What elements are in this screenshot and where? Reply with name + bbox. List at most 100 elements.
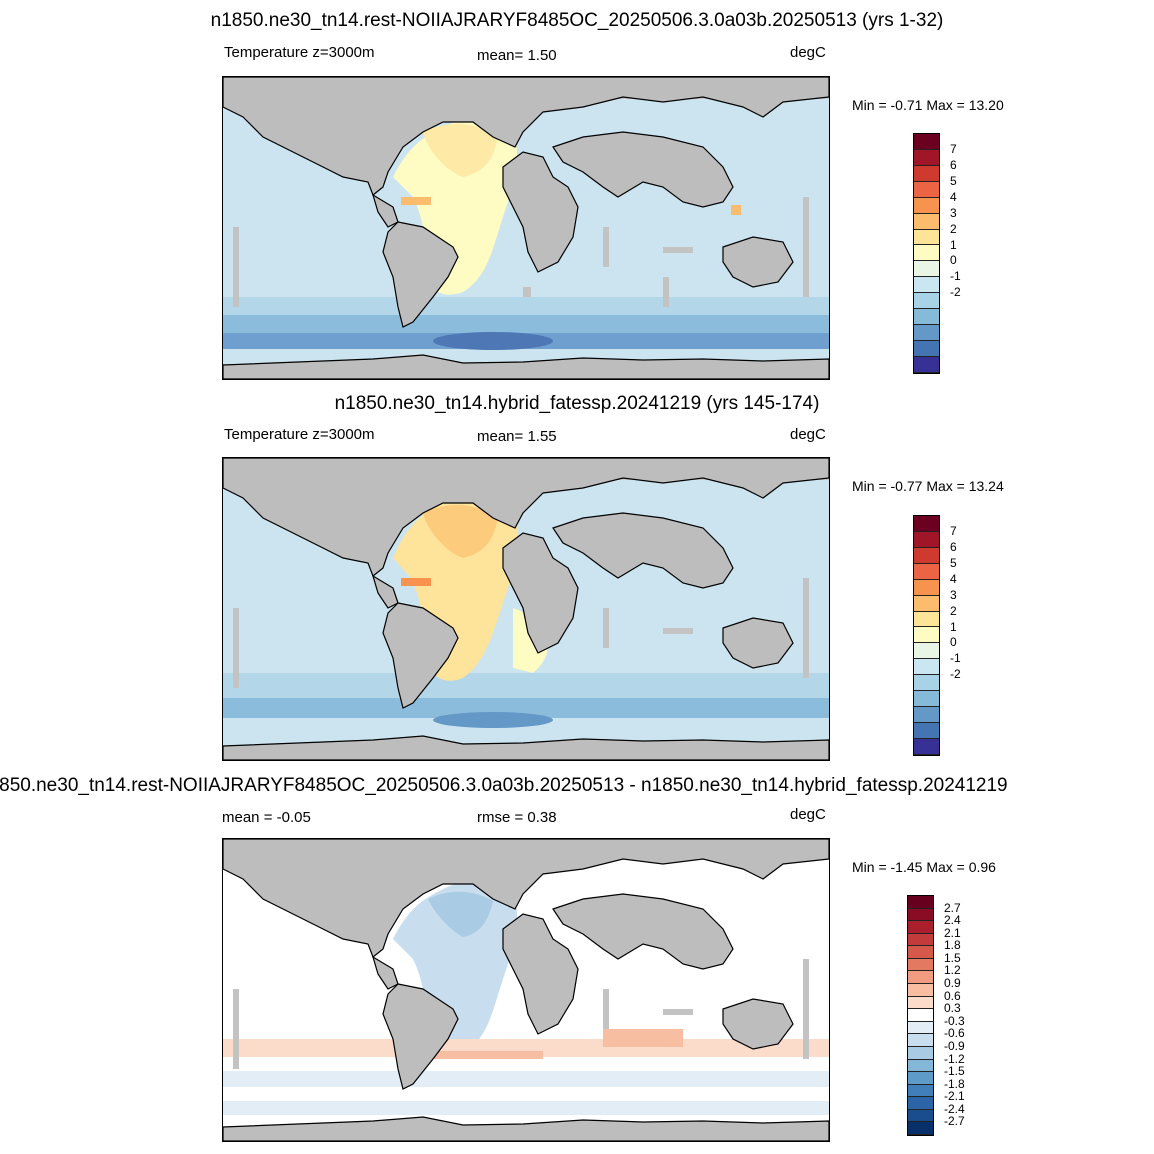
colorbar-swatch [908, 958, 933, 972]
colorbar-tick-label: 2.7 [944, 900, 961, 915]
variable-label: Temperature z=3000m [224, 44, 375, 61]
colorbar-swatch [914, 229, 939, 246]
colorbar-tick-label: 2.1 [944, 925, 961, 940]
colorbar-tick-label: -0.6 [944, 1026, 965, 1041]
colorbar-tick-label: -2 [950, 285, 961, 300]
land-mask [223, 77, 829, 379]
colorbar-swatches [914, 134, 939, 373]
missing-data-speckle [233, 578, 809, 688]
colorbar-swatch [908, 1084, 933, 1098]
colorbar-swatches [914, 516, 939, 755]
colorbar-swatch [908, 984, 933, 997]
colorbar-tick-label: -0.9 [944, 1038, 965, 1053]
colorbar-swatch [908, 1072, 933, 1085]
panel-title: n1850.ne30_tn14.rest-NOIIAJRARYF8485OC_2… [0, 775, 1154, 797]
colorbar-swatch [908, 971, 933, 985]
colorbar-swatch [914, 181, 939, 198]
map-plot [222, 76, 830, 380]
colorbar-swatch [908, 946, 933, 959]
colorbar-swatch [908, 921, 933, 934]
colorbar-tick-label: 4 [950, 571, 957, 586]
variable-label: Temperature z=3000m [224, 426, 375, 443]
colorbar-swatch [914, 516, 939, 532]
colorbar-swatch [908, 1021, 933, 1035]
map-plot [222, 457, 830, 761]
colorbar-tick-label: 6 [950, 539, 957, 554]
colorbar-swatch [908, 1046, 933, 1060]
colorbar-swatch [914, 595, 939, 612]
colorbar-swatch [914, 643, 939, 660]
colorbar-swatch [908, 1059, 933, 1073]
map-plot [222, 838, 830, 1142]
colorbar-swatch [914, 245, 939, 262]
colorbar-tick-label: 0 [950, 635, 957, 650]
colorbar-swatch [914, 277, 939, 294]
rmse-label: rmse = 0.38 [477, 809, 557, 826]
colorbar-tick-label: 3 [950, 205, 957, 220]
colorbar-tick-label: -1.8 [944, 1076, 965, 1091]
colorbar-swatch [914, 659, 939, 676]
colorbar-swatches [908, 896, 933, 1135]
colorbar-tick-label: -1.2 [944, 1051, 965, 1066]
colorbar-swatch [914, 579, 939, 596]
colorbar-tick-label: 6 [950, 157, 957, 172]
colorbar-tick-label: -2.7 [944, 1114, 965, 1129]
colorbar-swatch [914, 293, 939, 310]
min-max-label: Min = -0.77 Max = 13.24 [852, 478, 1004, 494]
colorbar-swatch [908, 1034, 933, 1047]
colorbar [907, 895, 934, 1136]
colorbar-swatch [914, 691, 939, 708]
min-max-label: Min = -0.71 Max = 13.20 [852, 97, 1004, 113]
colorbar-tick-label: 1 [950, 237, 957, 252]
mean-label: mean = -0.05 [222, 809, 311, 826]
colorbar-tick-label: 7 [950, 523, 957, 538]
colorbar-tick-label: -1 [950, 269, 961, 284]
colorbar-swatch [914, 165, 939, 182]
colorbar-tick-label: 1.8 [944, 938, 961, 953]
mean-label: mean= 1.55 [477, 428, 557, 445]
colorbar-tick-label: 2 [950, 221, 957, 236]
colorbar [913, 515, 940, 756]
colorbar-tick-label: -1.5 [944, 1064, 965, 1079]
colorbar-swatch [908, 933, 933, 947]
colorbar-swatch [914, 325, 939, 341]
colorbar-tick-label: 0.3 [944, 1001, 961, 1016]
colorbar-tick-label: 1.2 [944, 963, 961, 978]
colorbar-swatch [908, 996, 933, 1010]
colorbar-tick-label: 1.5 [944, 950, 961, 965]
colorbar-swatch [908, 1122, 933, 1135]
map-canvas [223, 77, 829, 379]
colorbar-tick-label: 1 [950, 619, 957, 634]
colorbar-tick-label: 0.9 [944, 976, 961, 991]
colorbar-swatch [914, 340, 939, 357]
colorbar-swatch [908, 896, 933, 909]
colorbar-tick-label: 7 [950, 141, 957, 156]
mean-label: mean= 1.50 [477, 47, 557, 64]
colorbar [913, 133, 940, 374]
colorbar-swatch [914, 627, 939, 644]
units-label: degC [790, 44, 826, 61]
missing-data-speckle [233, 197, 809, 307]
colorbar-swatch [914, 149, 939, 166]
colorbar-tick-label: 5 [950, 173, 957, 188]
colorbar-tick-label: 2.4 [944, 913, 961, 928]
colorbar-tick-label: -2 [950, 667, 961, 682]
colorbar-swatch [914, 261, 939, 278]
colorbar-swatch [908, 1097, 933, 1110]
map-canvas [223, 458, 829, 760]
map-canvas [223, 839, 829, 1141]
colorbar-tick-label: 2 [950, 603, 957, 618]
colorbar-tick-label: -0.3 [944, 1013, 965, 1028]
colorbar-swatch [908, 908, 933, 922]
panel-title: n1850.ne30_tn14.hybrid_fatessp.20241219 … [334, 393, 820, 414]
colorbar-tick-label: 4 [950, 189, 957, 204]
colorbar-swatch [914, 611, 939, 628]
colorbar-swatch [914, 563, 939, 580]
panel-title: n1850.ne30_tn14.rest-NOIIAJRARYF8485OC_2… [210, 10, 944, 31]
colorbar-swatch [908, 1109, 933, 1123]
colorbar-tick-label: 0.6 [944, 988, 961, 1003]
colorbar-swatch [914, 197, 939, 214]
colorbar-swatch [914, 707, 939, 723]
colorbar-swatch [914, 675, 939, 692]
colorbar-tick-label: -1 [950, 651, 961, 666]
